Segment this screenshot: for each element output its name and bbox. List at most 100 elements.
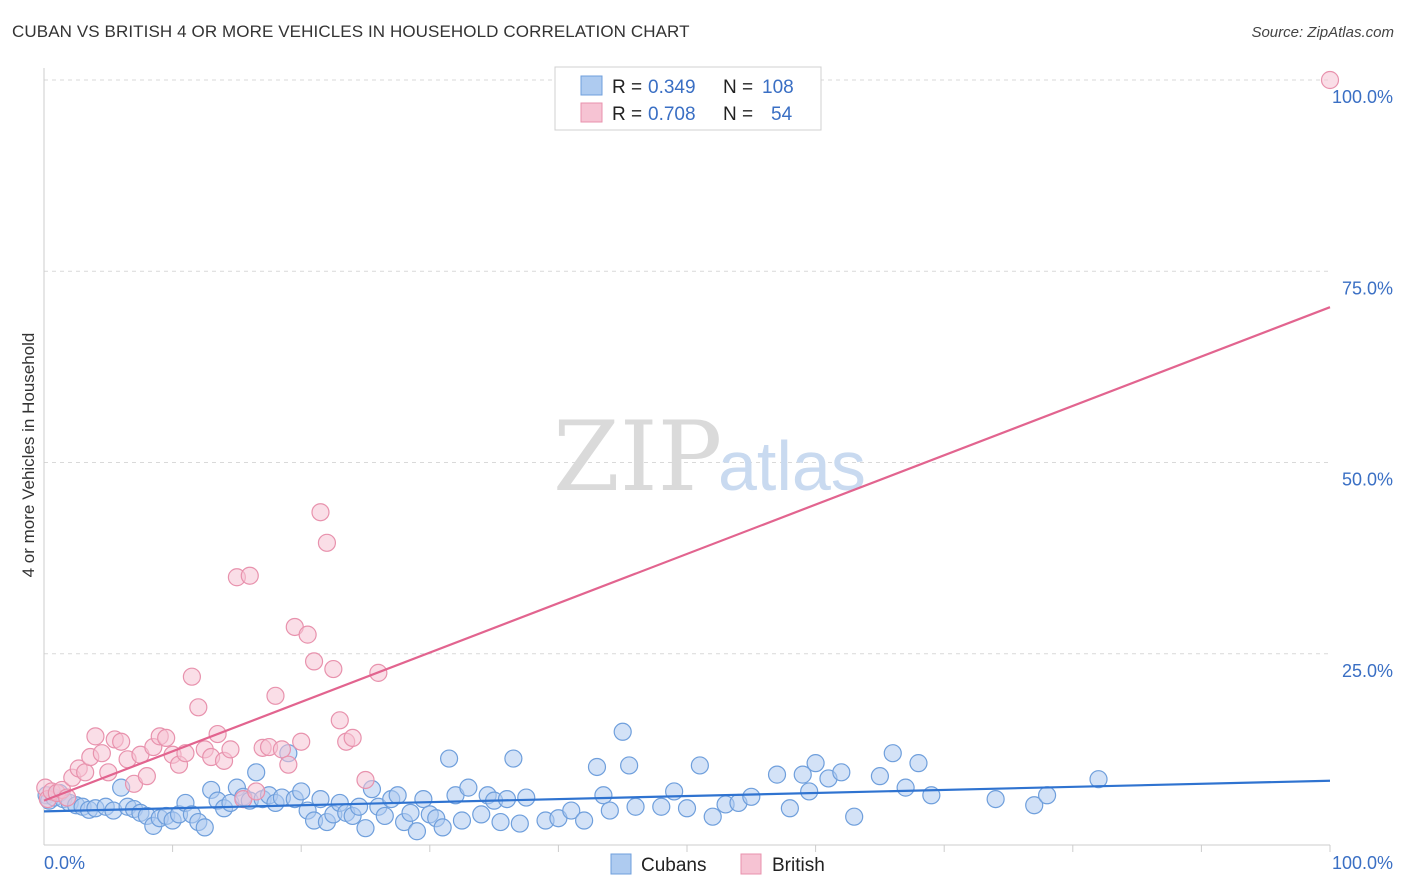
data-point-british bbox=[266, 686, 285, 705]
data-point-cubans bbox=[845, 807, 864, 826]
data-point-cubans bbox=[292, 782, 311, 801]
chart-title: CUBAN VS BRITISH 4 OR MORE VEHICLES IN H… bbox=[12, 22, 690, 41]
data-point-cubans bbox=[247, 763, 266, 782]
data-point-cubans bbox=[472, 805, 491, 824]
data-point-cubans bbox=[1025, 796, 1044, 815]
data-point-cubans bbox=[986, 789, 1005, 809]
data-point-british bbox=[317, 533, 337, 552]
data-point-british bbox=[112, 732, 131, 751]
data-point-british bbox=[292, 732, 311, 751]
data-point-cubans bbox=[909, 754, 928, 773]
data-point-cubans bbox=[311, 789, 330, 809]
bottom-legend-label-british: British bbox=[772, 855, 825, 876]
data-point-cubans bbox=[356, 819, 375, 838]
correlation-legend: R = 0.349 N = 108 R = 0.708 N = 54 bbox=[554, 66, 822, 131]
data-point-british bbox=[137, 767, 156, 786]
data-point-cubans bbox=[510, 814, 529, 833]
legend-r-label-cubans: R = bbox=[612, 77, 642, 98]
x-tick-labels: 0.0% 100.0% bbox=[44, 853, 1393, 873]
data-point-cubans bbox=[504, 749, 523, 768]
legend-n-label-cubans: N = bbox=[723, 77, 753, 98]
data-point-cubans bbox=[703, 807, 722, 826]
data-point-british bbox=[157, 728, 176, 748]
data-point-cubans bbox=[388, 786, 407, 805]
data-point-cubans bbox=[407, 822, 427, 841]
data-point-cubans bbox=[491, 812, 510, 832]
data-point-cubans bbox=[401, 803, 420, 822]
source-label: Source: ZipAtlas.com bbox=[1251, 24, 1394, 41]
legend-swatch-british bbox=[580, 102, 603, 123]
data-point-british bbox=[356, 770, 375, 790]
data-point-british bbox=[189, 698, 208, 717]
data-point-british bbox=[279, 755, 298, 774]
data-point-cubans bbox=[562, 801, 581, 820]
data-point-british bbox=[86, 727, 105, 746]
data-point-cubans bbox=[677, 799, 697, 818]
x-tick-label: 100.0% bbox=[1332, 853, 1393, 873]
bottom-legend-label-cubans: Cubans bbox=[641, 855, 707, 876]
watermark-zip: ZIP bbox=[553, 401, 722, 513]
legend-r-value-british: 0.708 bbox=[648, 104, 696, 125]
data-point-cubans bbox=[652, 797, 671, 816]
data-point-cubans bbox=[870, 767, 890, 786]
trend-line-cubans bbox=[43, 779, 1331, 813]
series-legend: Cubans British bbox=[610, 853, 825, 876]
legend-n-label-british: N = bbox=[723, 104, 753, 125]
legend-swatch-cubans bbox=[580, 75, 603, 96]
data-point-british bbox=[343, 728, 362, 748]
data-point-cubans bbox=[896, 778, 915, 797]
data-point-cubans bbox=[414, 789, 433, 809]
data-point-british bbox=[76, 763, 95, 782]
data-point-cubans bbox=[800, 782, 819, 801]
x-tick-label: 0.0% bbox=[44, 853, 85, 873]
data-point-british bbox=[304, 652, 324, 671]
y-tick-label: 75.0% bbox=[1342, 278, 1393, 298]
y-tick-labels: 25.0% 50.0% 75.0% 100.0% bbox=[1332, 87, 1393, 681]
legend-r-value-cubans: 0.349 bbox=[648, 77, 696, 98]
data-point-cubans bbox=[1089, 770, 1108, 789]
data-point-british bbox=[272, 740, 292, 759]
data-point-british bbox=[311, 503, 330, 522]
data-point-cubans bbox=[626, 797, 645, 816]
data-point-british bbox=[324, 659, 343, 679]
data-point-cubans bbox=[587, 757, 607, 777]
y-tick-label: 25.0% bbox=[1342, 661, 1393, 681]
data-point-cubans bbox=[452, 811, 472, 830]
data-point-cubans bbox=[439, 749, 459, 768]
data-point-british bbox=[182, 667, 201, 686]
data-point-cubans bbox=[767, 765, 787, 784]
trend-lines bbox=[43, 306, 1331, 813]
legend-n-value-cubans: 108 bbox=[762, 77, 794, 98]
data-point-cubans bbox=[620, 756, 639, 775]
y-tick-label: 100.0% bbox=[1332, 87, 1393, 107]
bottom-legend-swatch-british bbox=[740, 853, 762, 875]
watermark-atlas: atlas bbox=[718, 427, 866, 505]
trend-line-british bbox=[43, 306, 1331, 802]
y-tick-label: 50.0% bbox=[1342, 470, 1393, 490]
data-point-cubans bbox=[600, 801, 619, 820]
data-point-british bbox=[1320, 70, 1340, 90]
data-point-cubans bbox=[780, 799, 799, 818]
data-point-british bbox=[247, 782, 266, 801]
data-point-british bbox=[240, 566, 259, 585]
data-point-cubans bbox=[433, 818, 452, 837]
data-point-cubans bbox=[375, 806, 394, 826]
y-axis-label: 4 or more Vehicles in Household bbox=[19, 333, 38, 578]
data-point-cubans bbox=[575, 811, 594, 830]
data-point-cubans bbox=[594, 786, 613, 805]
data-point-cubans bbox=[459, 778, 478, 797]
axes bbox=[43, 68, 1330, 846]
legend-n-value-british: 54 bbox=[771, 104, 793, 125]
data-point-cubans bbox=[349, 797, 369, 816]
data-point-cubans bbox=[806, 754, 825, 773]
data-point-cubans bbox=[195, 818, 214, 837]
data-point-cubans bbox=[793, 765, 812, 784]
watermark: ZIP atlas bbox=[553, 401, 866, 513]
data-point-cubans bbox=[690, 756, 709, 775]
legend-r-label-british: R = bbox=[612, 104, 642, 125]
data-point-british bbox=[221, 740, 240, 759]
data-point-cubans bbox=[832, 763, 851, 782]
data-point-cubans bbox=[1037, 786, 1057, 805]
data-point-british bbox=[92, 744, 111, 763]
